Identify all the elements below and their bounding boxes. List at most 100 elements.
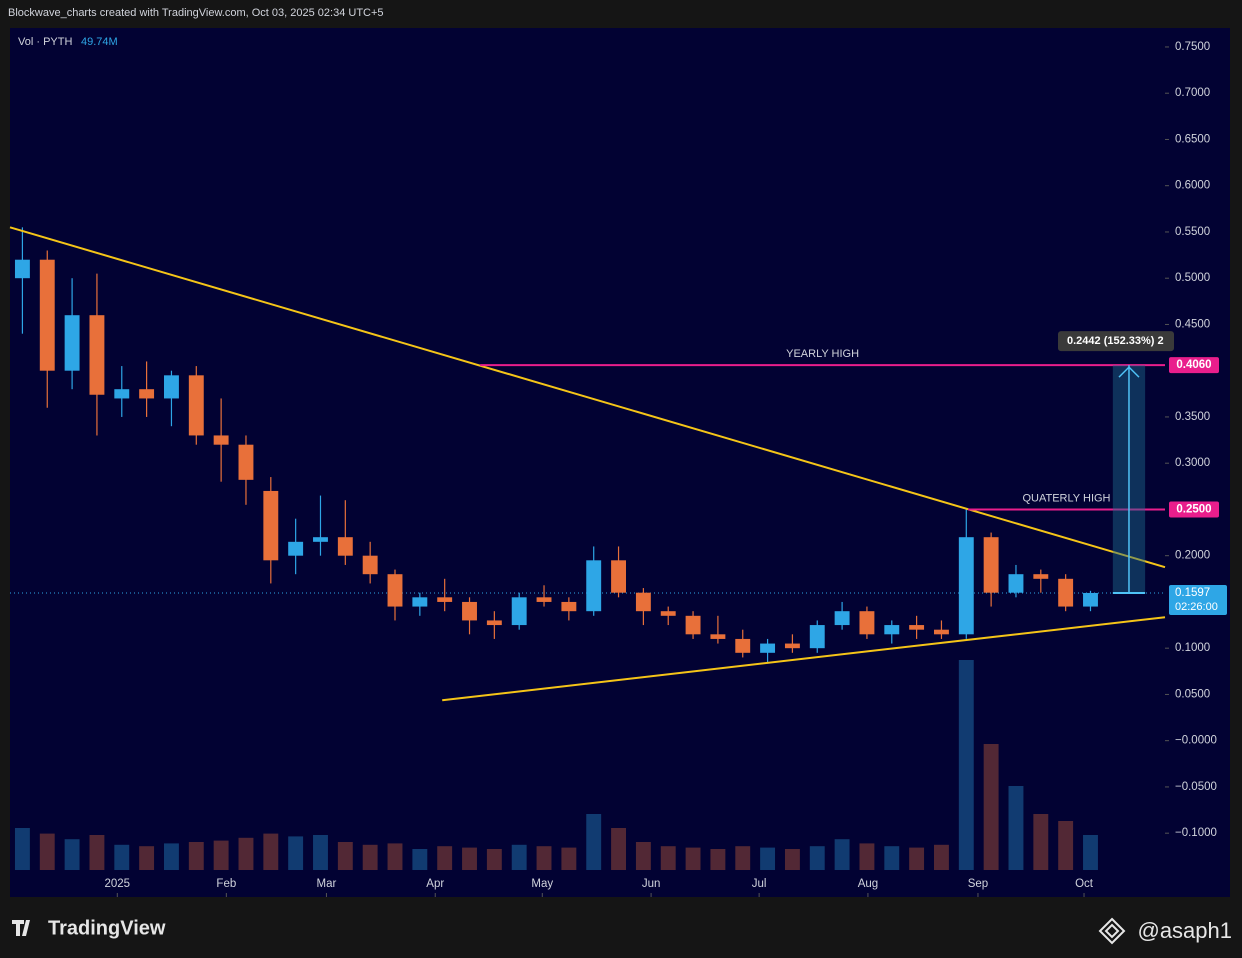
y-tick-label: 0.7500 [1175, 41, 1210, 53]
volume-bar [983, 744, 999, 870]
volume-bar [710, 849, 726, 870]
y-tick-label: −0.0000 [1175, 735, 1217, 747]
volume-bar [934, 844, 949, 870]
candle-body [288, 541, 304, 556]
y-tick-label: 0.3000 [1175, 457, 1210, 469]
volume-bar [1008, 786, 1024, 870]
candle-body [511, 597, 527, 626]
volume-bar [64, 839, 80, 870]
candle-body [462, 601, 477, 621]
measure-arrowhead [1118, 366, 1140, 378]
volume-title: Vol · PYTH [18, 36, 72, 48]
candle-body [263, 490, 279, 561]
candle-body [710, 634, 726, 639]
x-tick-label: Oct [1075, 878, 1094, 890]
trendline [442, 616, 1166, 702]
volume-bar [387, 843, 403, 870]
candle-body [164, 375, 179, 399]
candle-body [39, 259, 55, 371]
candle-body [188, 375, 204, 436]
candle-body [784, 643, 800, 649]
candle-body [884, 625, 900, 635]
candle-body [934, 629, 949, 635]
x-tick-label: 2025 [105, 878, 131, 890]
volume-bar [14, 828, 30, 870]
candle-body [387, 574, 403, 607]
candle-body [437, 597, 453, 602]
volume-bar [337, 842, 353, 870]
candle-body [114, 389, 130, 399]
volume-bar [660, 846, 676, 870]
volume-bar [809, 846, 825, 870]
x-tick-label: Mar [317, 878, 337, 890]
volume-bar [263, 833, 279, 870]
candle-body [313, 537, 328, 542]
volume-bar [139, 846, 155, 870]
plot-background [10, 28, 1230, 897]
y-tick-label: 0.0500 [1175, 688, 1210, 700]
volume-bar [486, 849, 502, 870]
last-price-label: 0.1597 [1175, 587, 1210, 599]
last-price-box [1169, 584, 1227, 615]
x-tick-label: Sep [968, 878, 988, 890]
x-tick-label: May [531, 878, 553, 890]
volume-value: 49.74M [81, 36, 118, 48]
candle-body [337, 537, 353, 556]
candle-body [14, 259, 30, 279]
candle-body [735, 638, 751, 653]
candle-body [362, 555, 378, 575]
volume-bar [213, 840, 229, 870]
y-tick-label: 0.2000 [1175, 550, 1210, 562]
level-label: QUATERLY HIGH [1022, 492, 1110, 504]
volume-bar [164, 843, 179, 870]
candle-body [412, 597, 428, 607]
x-tick-label: Feb [216, 878, 236, 890]
y-tick-label: 0.7000 [1175, 87, 1210, 99]
volume-bar [859, 843, 875, 870]
volume-bar [238, 837, 254, 870]
candle-body [834, 611, 850, 626]
volume-bar [536, 846, 552, 870]
y-tick-label: 0.3500 [1175, 411, 1210, 423]
candle-body [213, 435, 229, 445]
y-tick-label: 0.5500 [1175, 226, 1210, 238]
volume-bar [909, 847, 925, 870]
y-tick-label: −0.0500 [1175, 781, 1217, 793]
countdown-label: 02:26:00 [1175, 601, 1218, 613]
candle-body [486, 620, 502, 626]
x-tick-label: Apr [426, 878, 444, 890]
volume-bar [511, 844, 527, 870]
y-tick-label: 0.5000 [1175, 272, 1210, 284]
y-tick-label: 0.1000 [1175, 642, 1210, 654]
candle-body [958, 537, 974, 635]
brand: TradingView [48, 917, 166, 939]
y-tick-label: 0.6500 [1175, 133, 1210, 145]
x-tick-label: Jun [642, 878, 661, 890]
author-icon [1098, 917, 1126, 945]
y-tick-label: −0.1000 [1175, 827, 1217, 839]
volume-bar [784, 849, 800, 870]
volume-bar [313, 835, 328, 870]
volume-bar [114, 844, 130, 870]
candle-body [586, 560, 602, 612]
volume-bar [958, 660, 974, 870]
volume-bar [735, 846, 751, 870]
candle-body [64, 315, 80, 371]
volume-bar [188, 842, 204, 870]
candle-body [660, 611, 676, 616]
candle-body [1008, 574, 1024, 593]
header: Blockwave_charts created with TradingVie… [8, 7, 384, 19]
volume-bar [834, 839, 850, 870]
volume-bar [462, 847, 477, 870]
measure-label-box [1058, 331, 1174, 352]
volume-bar [635, 842, 651, 870]
y-tick-label: 0.4500 [1175, 318, 1210, 330]
volume-bar [362, 844, 378, 870]
volume-bar [1083, 835, 1098, 870]
volume-bar [437, 846, 453, 870]
level-price-label: 0.4060 [1176, 359, 1211, 371]
candle-body [685, 615, 701, 635]
volume-bar [884, 846, 900, 870]
